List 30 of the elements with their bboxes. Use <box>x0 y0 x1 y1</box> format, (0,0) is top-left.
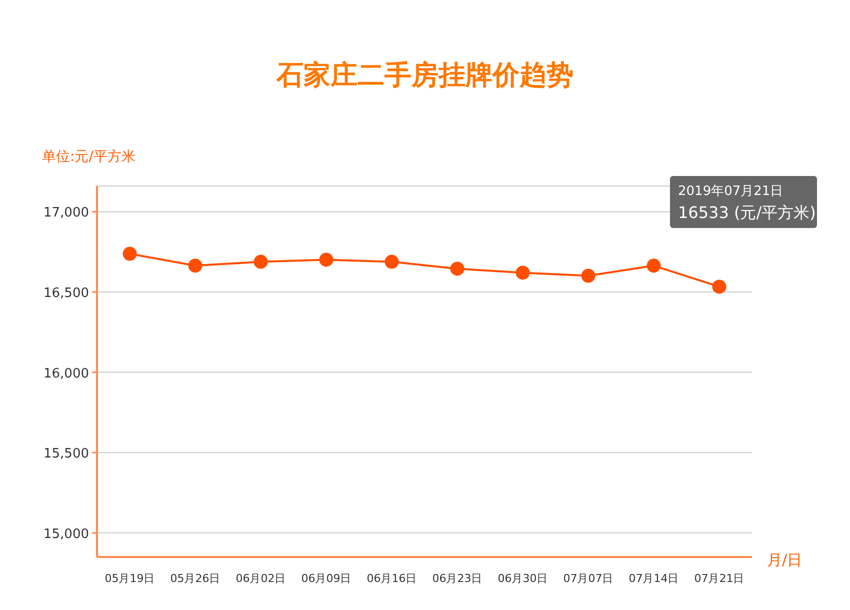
x-tick-label: 06月30日 <box>498 572 548 585</box>
point <box>516 266 530 280</box>
annotation: 16533 (元/平方米) <box>678 203 816 222</box>
y-tick-label: 15,000 <box>44 526 89 542</box>
point <box>646 258 661 273</box>
x-tick-label: 05月26日 <box>170 572 220 585</box>
y-tick-label: 16,500 <box>44 286 89 301</box>
y-tick-label: 15,500 <box>44 446 89 462</box>
x-tick-label: 07月14日 <box>628 572 679 585</box>
x-tick-label: 05月19日 <box>104 572 155 585</box>
point <box>319 252 334 267</box>
point <box>254 254 268 269</box>
point <box>122 246 137 261</box>
point <box>450 262 464 276</box>
point <box>581 268 596 283</box>
point <box>384 254 399 269</box>
x-tick-label: 07月07日 <box>563 572 614 585</box>
y-tick-label: 16,000 <box>44 366 89 382</box>
point <box>712 280 726 294</box>
x-tick-label: 06月16日 <box>366 572 417 585</box>
y-axis-title: 单位:元/平方米 <box>42 149 136 165</box>
x-axis-title: 月/日 <box>767 551 802 569</box>
annotation: 2019年07月21日 <box>678 184 784 199</box>
chart-title: 石家庄二手房挂牌价趋势 <box>276 60 574 91</box>
x-tick-label: 06月02日 <box>236 572 286 585</box>
point <box>188 258 202 273</box>
y-tick-label: 17,000 <box>44 206 89 221</box>
x-tick-label: 06月23日 <box>432 572 482 585</box>
x-tick-label: 06月09日 <box>301 572 352 585</box>
x-tick-label: 07月21日 <box>694 572 744 585</box>
